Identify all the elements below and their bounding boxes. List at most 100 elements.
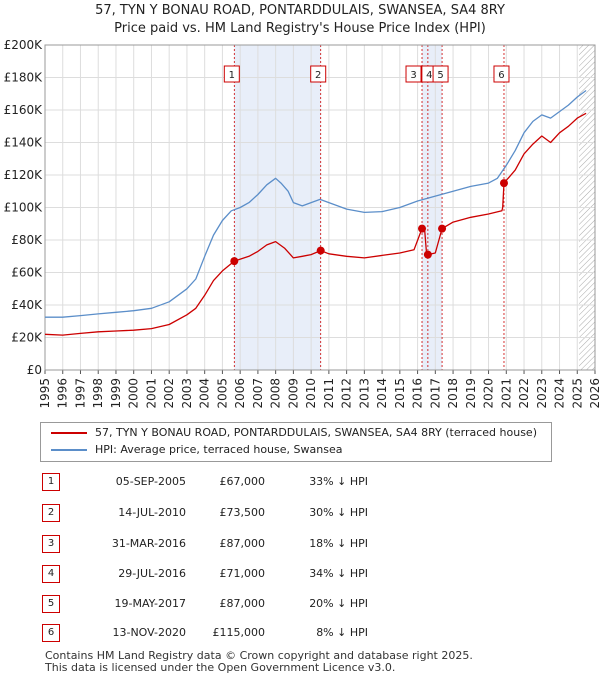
x-tick-label: 2013: [357, 378, 371, 409]
y-tick-label: £100K: [4, 201, 44, 215]
title-line-2: Price paid vs. HM Land Registry's House …: [114, 21, 486, 36]
x-tick-label: 2009: [286, 378, 300, 409]
chart-title: 57, TYN Y BONAU ROAD, PONTARDDULAIS, SWA…: [0, 2, 600, 38]
sale-point: [316, 246, 325, 255]
sale-number-badge: 4: [42, 565, 60, 583]
sale-point: [499, 179, 508, 188]
legend-item-hpi: HPI: Average price, terraced house, Swan…: [51, 442, 342, 458]
sale-marker-box: [223, 65, 240, 83]
sale-date: 13-NOV-2020: [112, 626, 186, 639]
x-tick-label: 2016: [411, 378, 425, 409]
sale-number-badge: 2: [42, 504, 60, 522]
sale-number-badge: 6: [42, 624, 60, 642]
sale-marker-box: [432, 65, 449, 83]
x-tick-label: 2001: [144, 378, 158, 409]
x-tick-label: 2020: [482, 378, 496, 409]
sale-number-badge: 5: [42, 595, 60, 613]
y-tick-label: £140K: [4, 136, 44, 150]
y-tick-label: £200K: [4, 38, 44, 52]
sale-hpi-diff: 34% ↓ HPI: [309, 567, 368, 580]
sale-marker-label: 2: [315, 70, 321, 81]
sale-point: [418, 224, 427, 233]
sale-hpi-diff: 30% ↓ HPI: [309, 506, 368, 519]
x-tick-label: 2025: [570, 378, 584, 409]
sale-marker-box: [310, 65, 327, 83]
footer-licence: This data is licensed under the Open Gov…: [45, 661, 396, 674]
sale-marker-box: [405, 65, 422, 83]
y-tick-label: £160K: [4, 103, 44, 117]
sale-date: 05-SEP-2005: [115, 475, 186, 488]
sale-point: [230, 257, 239, 266]
legend-swatch-hpi: [51, 449, 87, 451]
sale-price: £67,000: [219, 475, 266, 488]
legend-label-hpi: HPI: Average price, terraced house, Swan…: [95, 443, 343, 456]
sale-row: 6 13-NOV-2020 £115,000 8% ↓ HPI: [0, 623, 600, 643]
x-tick-label: 2026: [588, 378, 600, 409]
x-tick-label: 2008: [269, 378, 283, 409]
sale-price: £115,000: [212, 626, 266, 639]
hpi-line: [45, 89, 587, 318]
sale-date: 29-JUL-2016: [118, 567, 186, 580]
x-tick-label: 1996: [56, 378, 70, 409]
sale-point: [423, 250, 432, 259]
sale-marker-label: 4: [426, 70, 432, 81]
footer: Contains HM Land Registry data © Crown c…: [45, 650, 473, 674]
y-tick-label: £60K: [11, 266, 43, 280]
x-tick-label: 2003: [180, 378, 194, 409]
sale-hpi-diff: 33% ↓ HPI: [309, 475, 368, 488]
sale-number-badge: 3: [42, 535, 60, 553]
sale-hpi-diff: 18% ↓ HPI: [309, 537, 368, 550]
x-tick-label: 2004: [198, 378, 212, 409]
x-tick-label: 2022: [517, 378, 531, 409]
x-tick-label: 2024: [553, 378, 567, 409]
price-paid-line: [45, 112, 587, 336]
x-tick-label: 2011: [322, 378, 336, 409]
x-tick-label: 2012: [340, 378, 354, 409]
x-tick-label: 2005: [215, 378, 229, 409]
sale-marker-label: 1: [229, 70, 235, 81]
x-tick-label: 2000: [127, 378, 141, 409]
x-tick-label: 1999: [109, 378, 123, 409]
sale-hpi-diff: 20% ↓ HPI: [309, 597, 368, 610]
sale-price: £87,000: [219, 537, 266, 550]
y-tick-label: £120K: [4, 168, 44, 182]
x-tick-label: 2010: [304, 378, 318, 409]
sale-row: 2 14-JUL-2010 £73,500 30% ↓ HPI: [0, 503, 600, 523]
sale-date: 14-JUL-2010: [118, 506, 186, 519]
sale-row: 5 19-MAY-2017 £87,000 20% ↓ HPI: [0, 594, 600, 614]
x-tick-label: 2015: [393, 378, 407, 409]
legend: 57, TYN Y BONAU ROAD, PONTARDDULAIS, SWA…: [40, 422, 552, 462]
legend-item-property: 57, TYN Y BONAU ROAD, PONTARDDULAIS, SWA…: [51, 425, 537, 441]
x-tick-label: 2019: [464, 378, 478, 409]
sale-marker-box: [493, 65, 510, 83]
y-tick-label: £80K: [11, 233, 43, 247]
x-tick-label: 1995: [38, 378, 52, 409]
sale-price: £87,000: [219, 597, 266, 610]
legend-swatch-property: [51, 432, 87, 434]
x-tick-label: 2007: [251, 378, 265, 409]
y-tick-label: £40K: [11, 298, 43, 312]
title-line-1: 57, TYN Y BONAU ROAD, PONTARDDULAIS, SWA…: [95, 3, 505, 18]
plot-frame: [44, 44, 596, 371]
y-tick-label: £180K: [4, 71, 44, 85]
price-chart: £0 £20K £40K £60K £80K £100K £120K £140K £160K £1…: [4, 38, 600, 409]
sale-marker-label: 6: [498, 70, 504, 81]
sale-hpi-diff: 8% ↓ HPI: [316, 626, 368, 639]
x-tick-label: 2021: [499, 378, 513, 409]
sale-price: £71,000: [219, 567, 266, 580]
x-tick-label: 1997: [73, 378, 87, 409]
y-tick-label: £0: [27, 363, 42, 377]
sale-point: [438, 224, 447, 233]
sale-row: 3 31-MAR-2016 £87,000 18% ↓ HPI: [0, 534, 600, 554]
x-tick-label: 1998: [91, 378, 105, 409]
x-tick-label: 2023: [535, 378, 549, 409]
sale-price: £73,500: [219, 506, 266, 519]
sale-marker-label: 3: [410, 70, 416, 81]
footer-copyright: Contains HM Land Registry data © Crown c…: [45, 649, 473, 662]
sale-row: 1 05-SEP-2005 £67,000 33% ↓ HPI: [0, 472, 600, 492]
x-tick-label: 2002: [162, 378, 176, 409]
y-tick-label: £20K: [11, 331, 43, 345]
sale-row: 4 29-JUL-2016 £71,000 34% ↓ HPI: [0, 564, 600, 584]
sale-number-badge: 1: [42, 473, 60, 491]
x-tick-label: 2014: [375, 378, 389, 409]
